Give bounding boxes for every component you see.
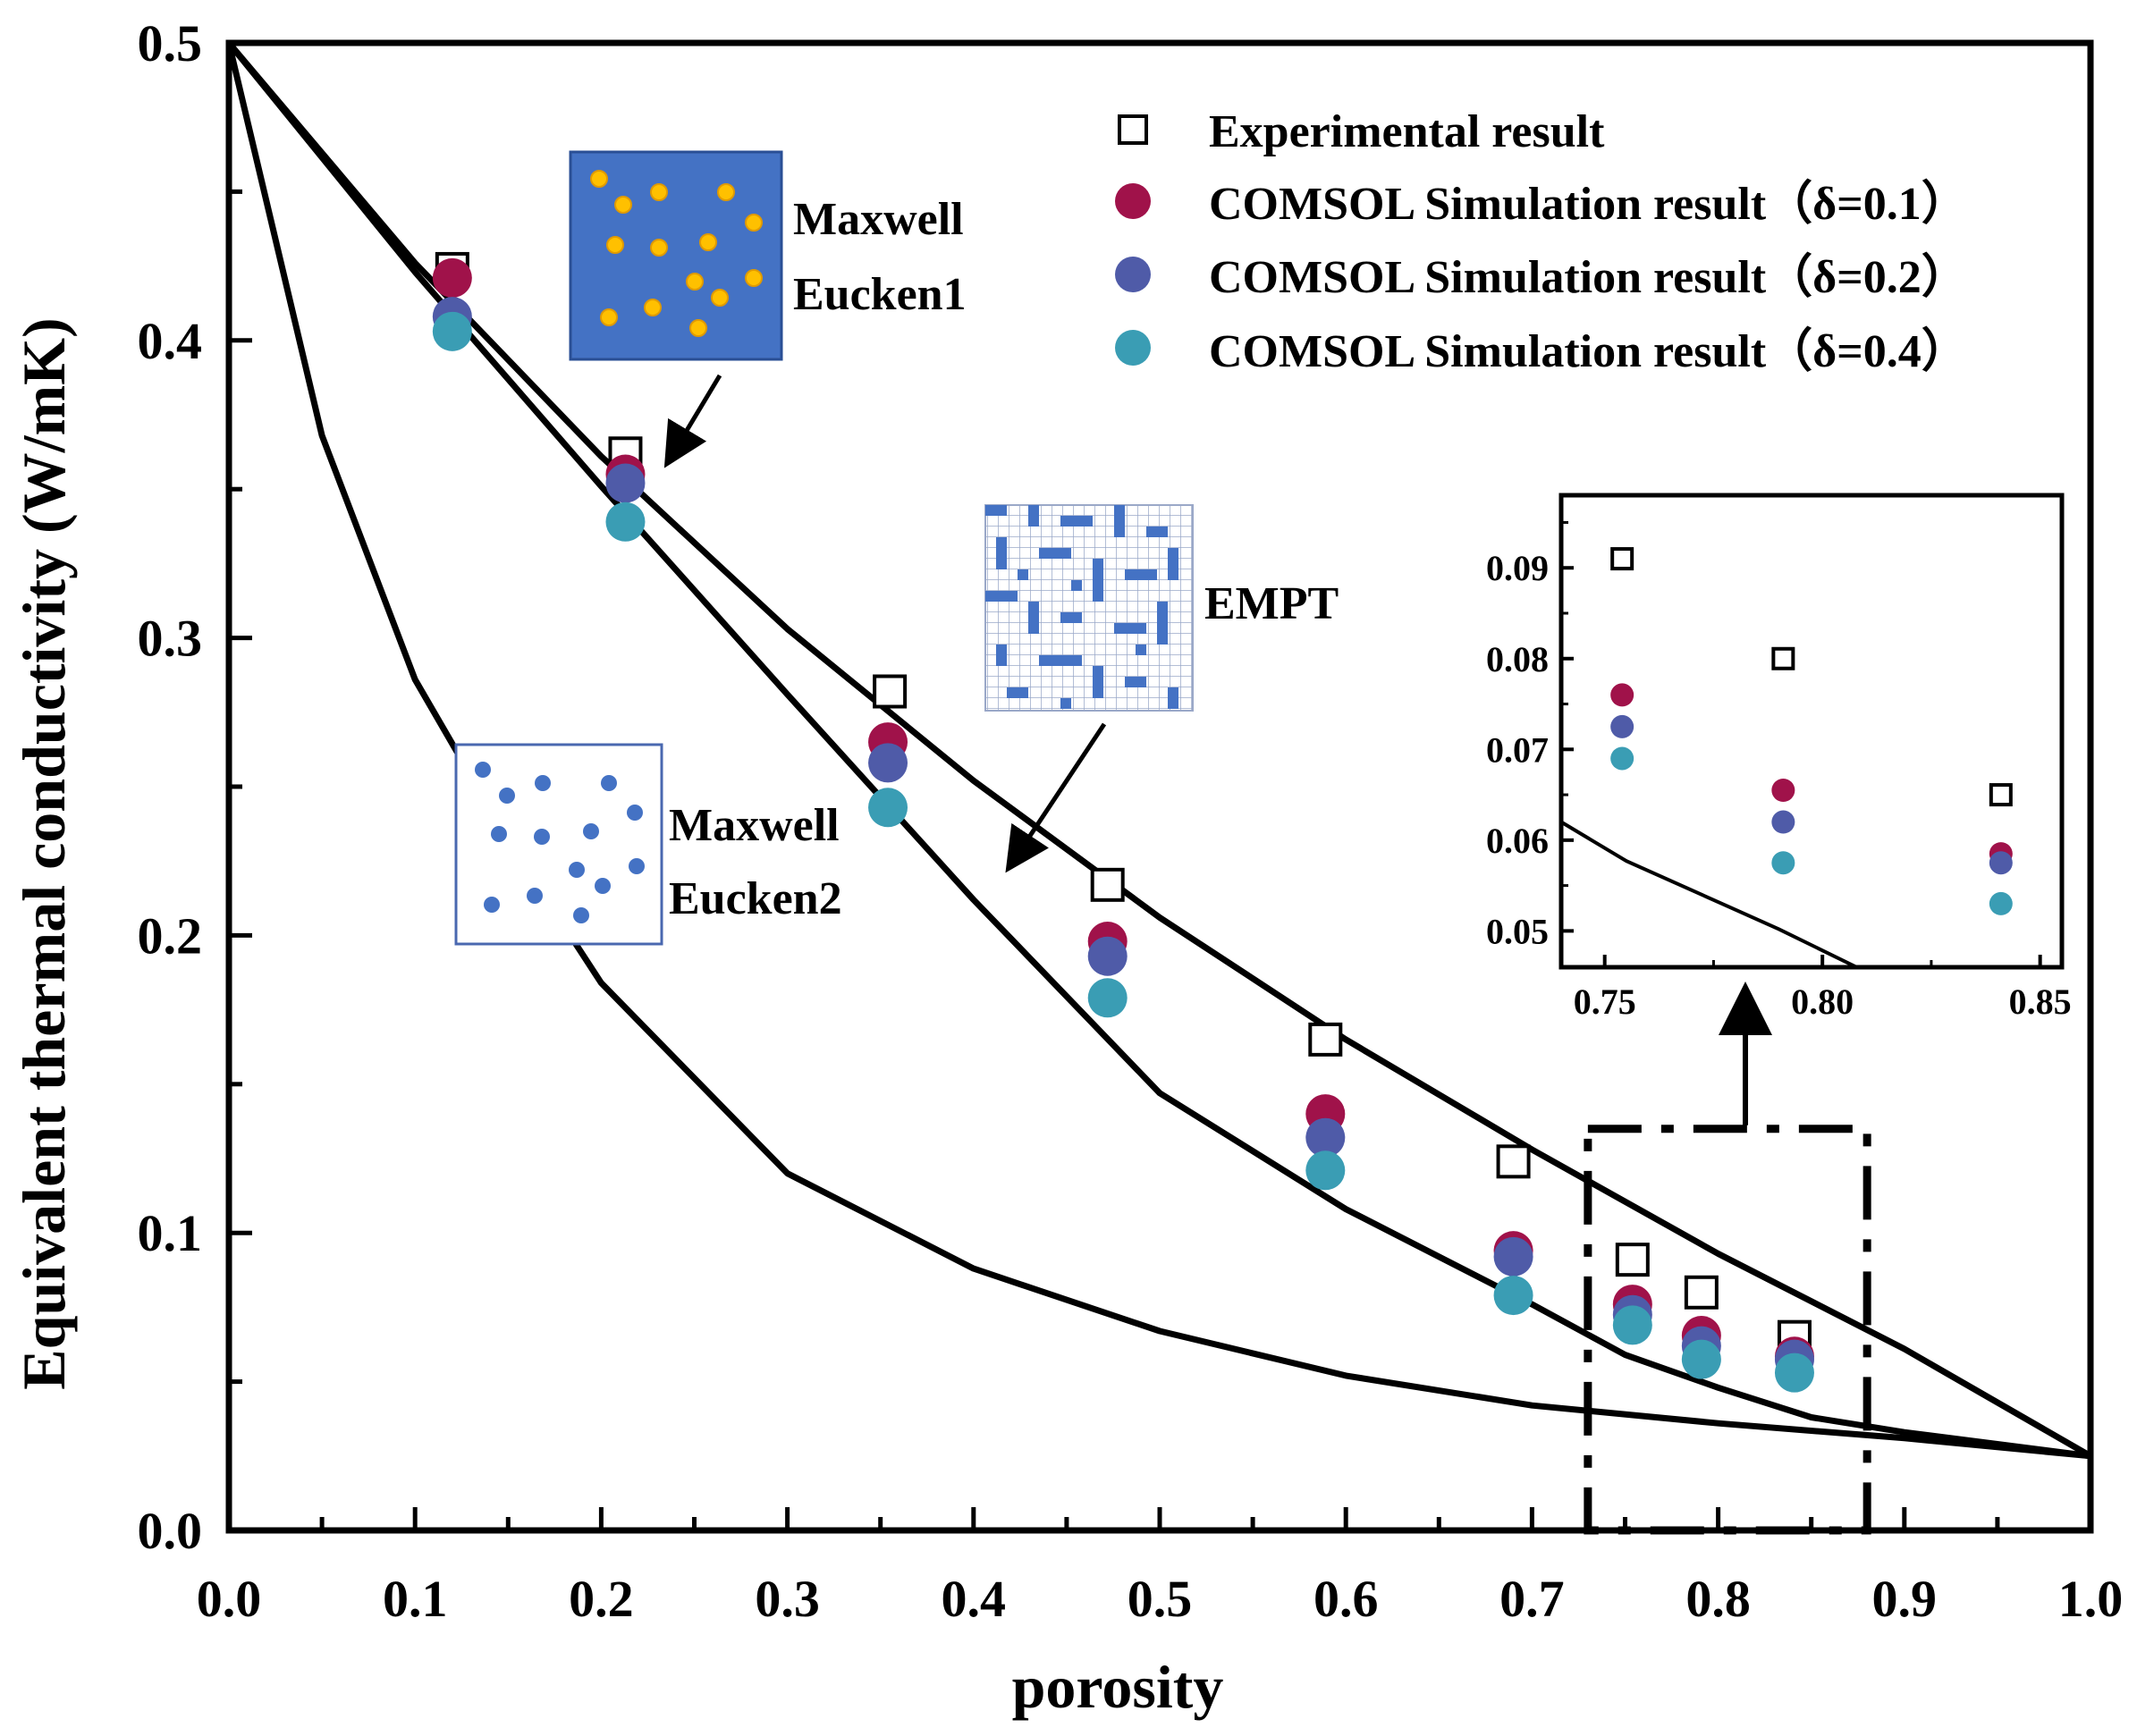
experimental-point (1771, 646, 1795, 670)
simulation-point-series-2 (868, 743, 908, 783)
x-tick-label: 0.6 (1313, 1570, 1379, 1628)
empt-label: EMPT (1204, 578, 1339, 629)
inset-x-tick-label: 0.85 (2009, 982, 2072, 1022)
legend-marker-delta-0.1 (1115, 183, 1151, 219)
curve-empt (226, 40, 2091, 1460)
inset-y-tick-label: 0.09 (1486, 548, 1549, 588)
legend-label-experimental: Experimental result (1209, 106, 1605, 157)
x-tick-label: 0.1 (383, 1570, 448, 1628)
y-tick-label: 0.1 (138, 1204, 203, 1262)
inset-x-tick-label: 0.75 (1574, 982, 1636, 1022)
legend-marker-delta-0.4 (1115, 330, 1151, 366)
inset-y-tick-label: 0.05 (1486, 911, 1549, 951)
empt-arrow (1005, 722, 1107, 873)
data-points (432, 251, 1814, 1393)
y-axis-title: Equivalent thermal conductivity (W/mK) (10, 317, 78, 1389)
simulation-point-series-3 (868, 788, 908, 828)
x-axis-title: porosity (1012, 1653, 1224, 1721)
legend-label-delta-0.2: COMSOL Simulation result（δ=0.2） (1209, 251, 1968, 303)
axis-tick-labels: 0.0 0.1 0.2 0.3 0.4 0.5 0.6 0.7 0.8 0.9 1.0 0.0 0.1 0… (138, 14, 2124, 1628)
simulation-point-series-3 (1610, 746, 1634, 771)
x-tick-label: 0.4 (942, 1570, 1007, 1628)
simulation-point-series-3 (1087, 978, 1128, 1018)
simulation-point-series-3 (1989, 891, 2013, 915)
x-tick-label: 1.0 (2058, 1570, 2124, 1628)
y-tick-label: 0.0 (138, 1502, 203, 1560)
experimental-point (1684, 1275, 1719, 1310)
legend-marker-delta-0.2 (1115, 257, 1151, 292)
maxwell-eucken1-label-line1: Maxwell (793, 194, 964, 245)
zoom-box (1584, 1125, 1871, 1535)
experimental-point (1308, 1022, 1343, 1057)
x-tick-label: 0.5 (1128, 1570, 1193, 1628)
x-tick-label: 0.7 (1499, 1570, 1565, 1628)
simulation-point-series-3 (1774, 1353, 1814, 1393)
x-tick-label: 0.3 (755, 1570, 820, 1628)
x-tick-label: 0.0 (197, 1570, 262, 1628)
inset-curve (1561, 820, 1862, 967)
simulation-point-series-3 (1681, 1339, 1721, 1379)
x-tick-label: 0.2 (569, 1570, 634, 1628)
simulation-point-series-1 (1610, 683, 1634, 707)
simulation-point-series-2 (1305, 1117, 1346, 1158)
maxwell-eucken1-particles (590, 170, 763, 337)
simulation-point-series-3 (1305, 1150, 1346, 1191)
experimental-point (1615, 1243, 1650, 1277)
curve-maxwell-eucken2 (225, 42, 2091, 1460)
legend-marker-experimental (1118, 114, 1148, 145)
x-tick-label: 0.9 (1872, 1570, 1938, 1628)
y-tick-label: 0.3 (138, 610, 203, 668)
maxwell-eucken1-illustration: Maxwell Eucken1 (569, 150, 967, 468)
inset-ticks: 0.75 0.80 0.85 0.05 0.06 0.07 0.08 0.09 (1486, 520, 2072, 1022)
zoom-region (1584, 982, 1871, 1535)
simulation-point-series-3 (1612, 1305, 1652, 1345)
simulation-point-series-3 (1493, 1276, 1533, 1316)
maxwell-eucken2-label-line1: Maxwell (669, 800, 840, 851)
simulation-point-series-2 (1610, 714, 1634, 738)
x-tick-label: 0.8 (1685, 1570, 1751, 1628)
curve-maxwell-eucken1 (226, 40, 2092, 1459)
axis-ticks (226, 40, 2093, 1533)
experimental-point (1610, 547, 1634, 571)
y-tick-label: 0.2 (138, 906, 203, 965)
simulation-point-series-2 (1493, 1236, 1533, 1277)
inset-y-tick-label: 0.06 (1486, 821, 1549, 861)
inset-content (1561, 547, 2013, 967)
legend-label-delta-0.4: COMSOL Simulation result（δ=0.4） (1209, 325, 1968, 377)
experimental-point (1989, 783, 2013, 807)
maxwell-eucken2-illustration: Maxwell Eucken2 (454, 743, 842, 946)
inset-x-tick-label: 0.80 (1791, 982, 1854, 1022)
y-tick-label: 0.5 (138, 14, 203, 72)
simulation-point-series-1 (432, 257, 472, 298)
y-tick-label: 0.4 (138, 312, 203, 370)
simulation-point-series-2 (1771, 810, 1795, 834)
experimental-point (873, 674, 908, 709)
model-curves (225, 40, 2092, 1460)
simulation-point-series-3 (605, 501, 646, 542)
maxwell-eucken1-arrow (663, 374, 722, 468)
inset-y-tick-label: 0.08 (1486, 639, 1549, 679)
experimental-point (1496, 1144, 1531, 1179)
maxwell-eucken2-label-line2: Eucken2 (669, 873, 842, 924)
simulation-point-series-1 (1771, 779, 1795, 802)
maxwell-eucken2-particles (475, 762, 645, 923)
legend-label-delta-0.1: COMSOL Simulation result（δ=0.1） (1209, 178, 1968, 230)
inset-background (1561, 495, 2062, 967)
simulation-point-series-2 (1989, 851, 2013, 875)
simulation-point-series-2 (1087, 936, 1128, 976)
inset-chart: 0.75 0.80 0.85 0.05 0.06 0.07 0.08 0.09 (1486, 493, 2072, 1022)
simulation-point-series-2 (605, 463, 646, 503)
legend: Experimental result COMSOL Simulation re… (1115, 106, 1968, 377)
simulation-point-series-3 (432, 311, 472, 351)
experimental-point (1090, 867, 1125, 902)
inset-y-tick-label: 0.07 (1486, 729, 1549, 770)
maxwell-eucken1-label-line2: Eucken1 (793, 269, 967, 320)
empt-illustration: EMPT (984, 504, 1339, 873)
simulation-point-series-3 (1771, 851, 1795, 875)
empt-cells (985, 505, 1178, 709)
inset-frame (1558, 493, 2065, 970)
